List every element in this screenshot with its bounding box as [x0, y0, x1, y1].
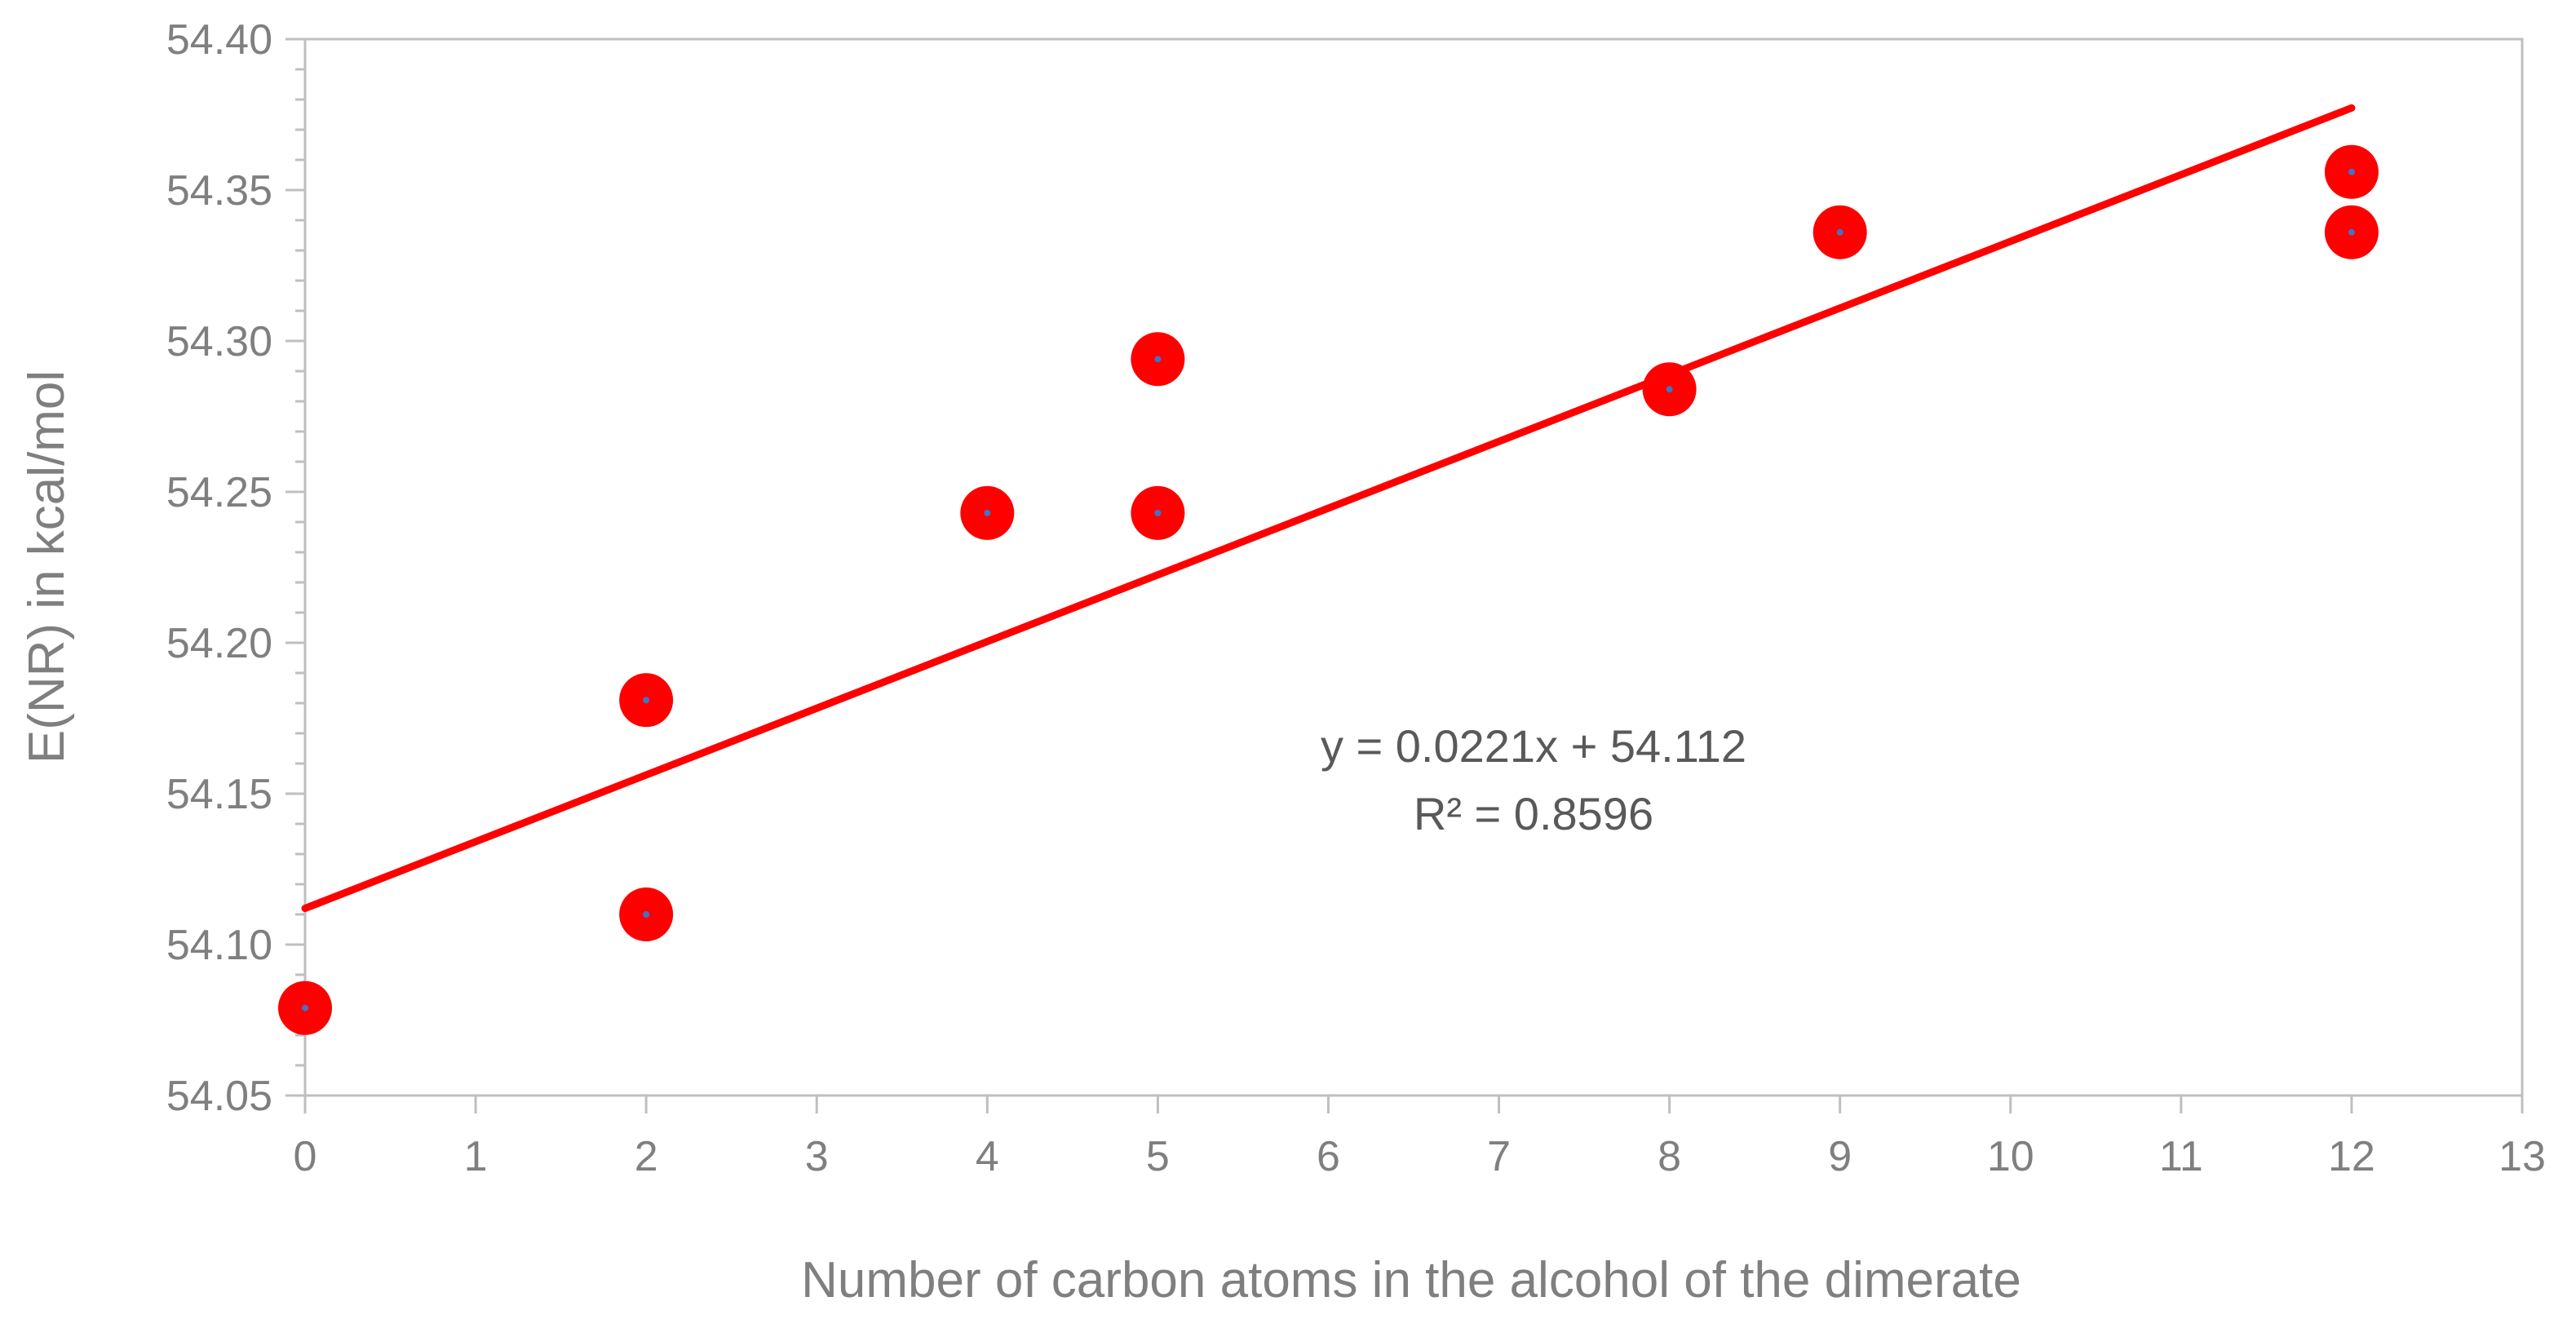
y-minor-ticks — [295, 38, 305, 1097]
x-tick-label: 9 — [1828, 1133, 1852, 1180]
data-point-center — [2348, 168, 2355, 175]
data-point-center — [643, 697, 650, 704]
x-tick-label: 5 — [1146, 1133, 1170, 1180]
y-tick-label: 54.25 — [166, 469, 272, 516]
data-point — [1812, 205, 1867, 259]
data-point — [1642, 362, 1697, 417]
data-point-center — [1666, 386, 1673, 393]
x-tick-label: 0 — [294, 1133, 317, 1180]
data-point — [2324, 144, 2379, 199]
data-point-center — [1154, 356, 1162, 363]
data-point — [2324, 205, 2379, 259]
trendline — [301, 104, 2356, 913]
plot-area — [303, 38, 2524, 1097]
y-axis-title: E(NR) in kcal/mol — [19, 370, 75, 764]
y-axis-ticks: 54.05 54.10 54.15 54.20 54.25 54.30 54.35 54.40 — [166, 16, 305, 1120]
y-tick-label: 54.20 — [166, 620, 272, 667]
data-points — [278, 144, 2379, 1035]
y-tick-label: 54.10 — [166, 922, 272, 969]
x-tick-label: 8 — [1658, 1133, 1681, 1180]
trendline-group — [301, 104, 2356, 913]
y-tick-label: 54.05 — [166, 1073, 272, 1120]
x-tick-label: 12 — [2328, 1133, 2375, 1180]
trendline-r-squared: R² = 0.8596 — [1414, 788, 1653, 839]
x-tick-label: 13 — [2499, 1133, 2546, 1180]
y-tick-label: 54.40 — [166, 16, 272, 64]
x-tick-label: 10 — [1987, 1133, 2034, 1180]
trendline-equation: y = 0.0221x + 54.112 — [1321, 720, 1746, 772]
y-tick-label: 54.15 — [166, 771, 272, 818]
data-point — [1131, 332, 1185, 387]
data-point — [619, 673, 674, 728]
data-point-center — [643, 911, 650, 918]
x-tick-label: 7 — [1487, 1133, 1511, 1180]
x-tick-label: 1 — [464, 1133, 488, 1180]
data-point-center — [302, 1004, 308, 1011]
x-axis-ticks: 0 1 2 3 4 5 6 7 8 9 10 11 12 13 — [294, 1095, 2546, 1180]
data-point-center — [2348, 228, 2355, 236]
data-point-center — [1836, 228, 1843, 236]
data-point — [278, 980, 332, 1035]
data-point — [619, 887, 674, 941]
data-point-center — [1154, 509, 1162, 516]
data-point — [960, 485, 1015, 540]
x-tick-label: 2 — [635, 1133, 658, 1180]
data-point — [1131, 485, 1185, 540]
x-tick-label: 6 — [1317, 1133, 1340, 1180]
x-tick-label: 4 — [976, 1133, 999, 1180]
x-axis-title: Number of carbon atoms in the alcohol of… — [801, 1252, 2021, 1308]
x-tick-label: 11 — [2159, 1133, 2203, 1180]
x-tick-label: 3 — [805, 1133, 829, 1180]
y-tick-label: 54.30 — [166, 318, 272, 365]
y-tick-label: 54.35 — [166, 167, 272, 215]
data-point-center — [984, 509, 991, 516]
